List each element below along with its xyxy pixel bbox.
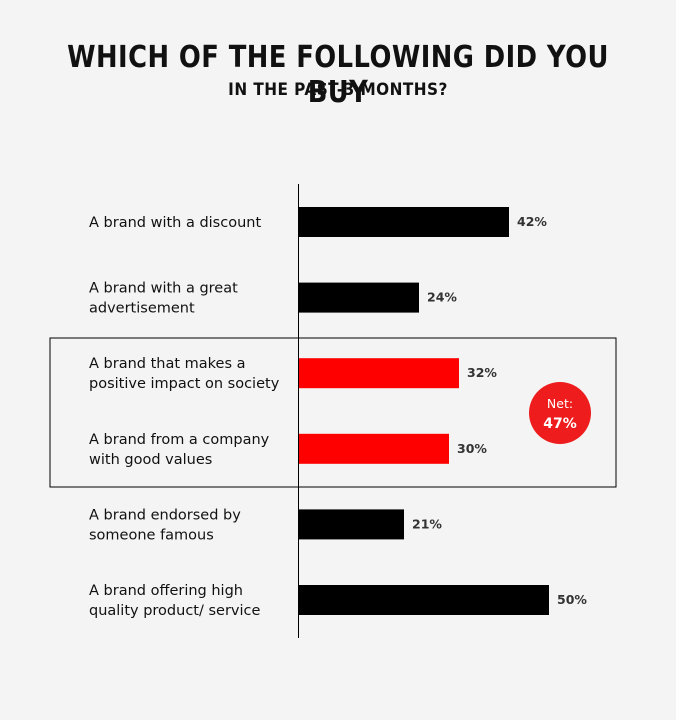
category-label: A brand endorsed by (89, 507, 241, 523)
category-label: A brand with a discount (89, 215, 261, 231)
bar-value-label: 21% (412, 516, 442, 531)
category-label: quality product/ service (89, 603, 260, 619)
category-label: advertisement (89, 301, 195, 317)
bar-row: 30% A brand from a company with good value… (89, 432, 487, 468)
bar-row: 50% A brand offering high quality product/… (89, 583, 587, 619)
bar (299, 282, 419, 313)
chart-subtitle: IN THE PAST-3 MONTHS? (228, 80, 448, 100)
category-label: A brand with a great (89, 281, 238, 297)
bar-value-label: 30% (457, 441, 487, 456)
bar (299, 509, 404, 540)
bar-value-label: 42% (517, 214, 547, 229)
bar-value-label: 32% (467, 365, 497, 380)
bar (299, 207, 509, 237)
bar (299, 433, 449, 464)
category-label: A brand from a company (89, 432, 270, 448)
bar-value-label: 50% (557, 592, 587, 607)
bar-row: 32% A brand that makes a positive impact o… (89, 356, 497, 392)
net-badge: Net: 47% (529, 382, 591, 444)
bar (299, 358, 459, 389)
net-label: Net: (547, 396, 573, 411)
bar-row: 21% A brand endorsed by someone famous (89, 507, 442, 543)
category-label: someone famous (89, 527, 214, 543)
category-label: A brand that makes a (89, 356, 246, 372)
category-label: A brand offering high (89, 583, 243, 599)
chart-title: WHICH OF THE FOLLOWING DID YOU BUY (67, 40, 609, 110)
net-badge-circle (529, 382, 591, 444)
category-label: with good values (89, 452, 212, 468)
bar-value-label: 24% (427, 290, 457, 305)
bar (299, 585, 549, 615)
highlight-box (49, 337, 617, 488)
category-label: positive impact on society (89, 376, 280, 392)
bar-row: 24% A brand with a great advertisement (89, 281, 457, 317)
bar-row: 42% A brand with a discount (89, 207, 547, 237)
net-value: 47% (543, 416, 577, 432)
